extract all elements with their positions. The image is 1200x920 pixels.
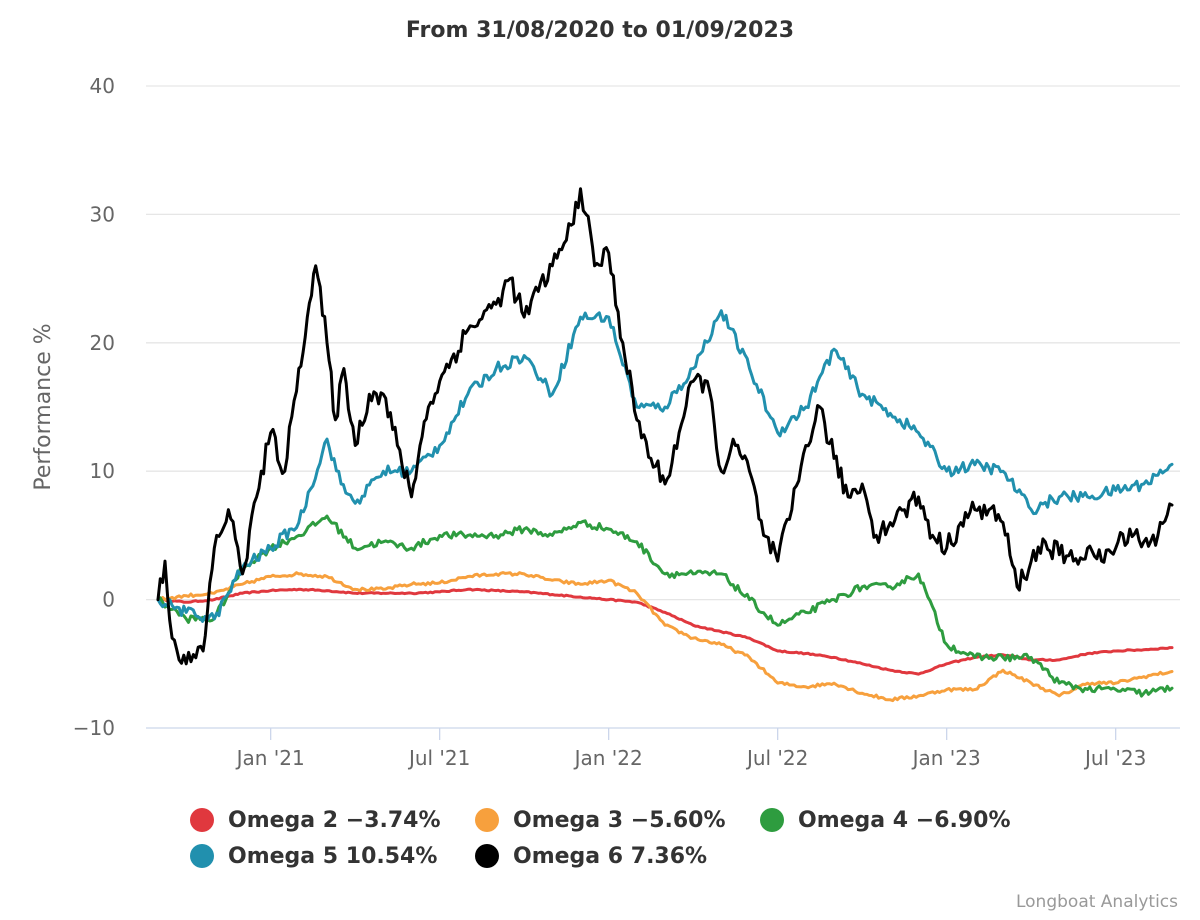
legend: Omega 2 −3.74% Omega 3 −5.60% Omega 4 −6.9…	[190, 806, 1090, 870]
y-axis-label: Performance %	[31, 323, 56, 490]
x-tick-label: Jul '23	[1083, 746, 1146, 770]
series-lines	[156, 187, 1174, 703]
x-axis: Jan '21 Jul '21 Jan '22 Jul '22 Jan '23 Jul '…	[235, 728, 1146, 770]
x-tick-label: Jul '22	[745, 746, 808, 770]
legend-label: Omega 5 10.54%	[228, 843, 438, 869]
legend-label: Omega 6 7.36%	[513, 843, 708, 869]
legend-marker-icon	[475, 808, 499, 832]
legend-item-omega-3[interactable]: Omega 3 −5.60%	[475, 806, 760, 834]
series-line-omega-3	[156, 571, 1174, 703]
credit-link[interactable]: Longboat Analytics	[1015, 892, 1178, 912]
performance-chart: From 31/08/2020 to 01/09/2023 −10 0 10 20 30…	[31, 18, 1180, 770]
legend-label: Omega 4 −6.90%	[798, 807, 1011, 833]
legend-marker-icon	[760, 808, 784, 832]
legend-item-omega-2[interactable]: Omega 2 −3.74%	[190, 806, 475, 834]
legend-item-omega-4[interactable]: Omega 4 −6.90%	[760, 806, 1045, 834]
y-tick-label: 10	[90, 459, 115, 483]
series-line-omega-4	[156, 514, 1174, 698]
grid-lines	[146, 85, 1180, 729]
x-tick-label: Jul '21	[407, 746, 470, 770]
series-line-omega-2	[156, 587, 1174, 676]
y-tick-label: 40	[90, 74, 115, 98]
legend-marker-icon	[190, 844, 214, 868]
series-line-omega-5	[156, 309, 1174, 623]
legend-item-omega-5[interactable]: Omega 5 10.54%	[190, 842, 475, 870]
series-line-omega-6	[156, 187, 1174, 666]
legend-item-omega-6[interactable]: Omega 6 7.36%	[475, 842, 760, 870]
legend-marker-icon	[475, 844, 499, 868]
x-tick-label: Jan '22	[573, 746, 643, 770]
chart-title: From 31/08/2020 to 01/09/2023	[406, 18, 794, 43]
x-tick-label: Jan '21	[235, 746, 305, 770]
legend-marker-icon	[190, 808, 214, 832]
x-tick-label: Jan '23	[911, 746, 981, 770]
legend-label: Omega 3 −5.60%	[513, 807, 726, 833]
y-tick-label: −10	[73, 716, 115, 740]
legend-label: Omega 2 −3.74%	[228, 807, 441, 833]
y-tick-label: 20	[90, 331, 115, 355]
y-tick-label: 30	[90, 202, 115, 226]
y-axis-ticks: −10 0 10 20 30 40	[73, 74, 115, 740]
y-tick-label: 0	[102, 588, 115, 612]
